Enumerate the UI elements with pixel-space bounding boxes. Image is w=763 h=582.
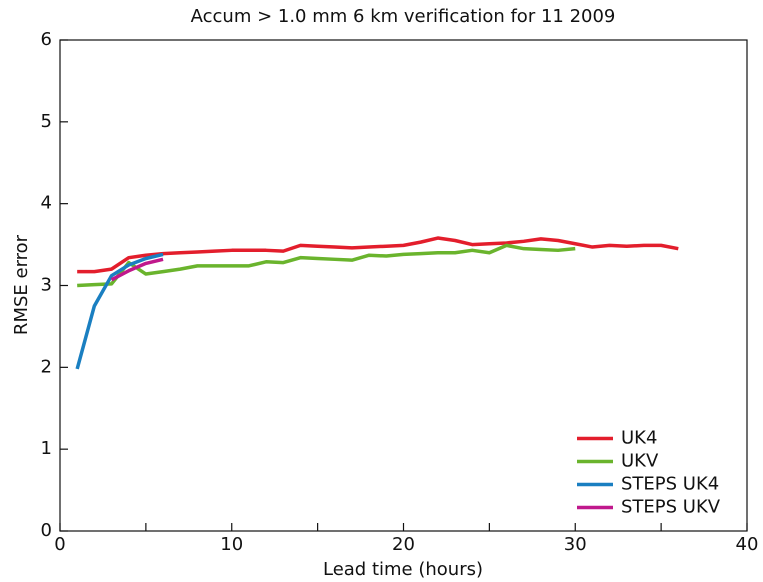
legend-label: UKV [621, 451, 659, 472]
series-line [77, 236, 679, 274]
y-axis-label: RMSE error [11, 234, 32, 335]
y-tick-label: 2 [41, 356, 52, 377]
x-tick-label: 0 [54, 534, 65, 555]
legend-label: UK4 [621, 428, 657, 449]
y-tick-label: 0 [41, 520, 52, 541]
legend-label: STEPS UKV [621, 497, 721, 518]
x-tick-label: 30 [564, 534, 587, 555]
legend-label: STEPS UK4 [621, 474, 719, 495]
y-tick-label: 3 [41, 275, 52, 296]
x-axis-label: Lead time (hours) [323, 559, 483, 580]
y-tick-label: 4 [41, 193, 52, 214]
y-tick-label: 1 [41, 438, 52, 459]
series-line [110, 257, 164, 282]
series-line [77, 243, 576, 288]
y-tick-label: 5 [41, 111, 52, 132]
x-tick-label: 10 [220, 534, 243, 555]
x-tick-label: 40 [736, 534, 759, 555]
series-line [75, 252, 164, 370]
chart-title: Accum > 1.0 mm 6 km verification for 11 … [191, 6, 616, 27]
y-tick-label: 6 [41, 29, 52, 50]
x-tick-label: 20 [392, 534, 415, 555]
